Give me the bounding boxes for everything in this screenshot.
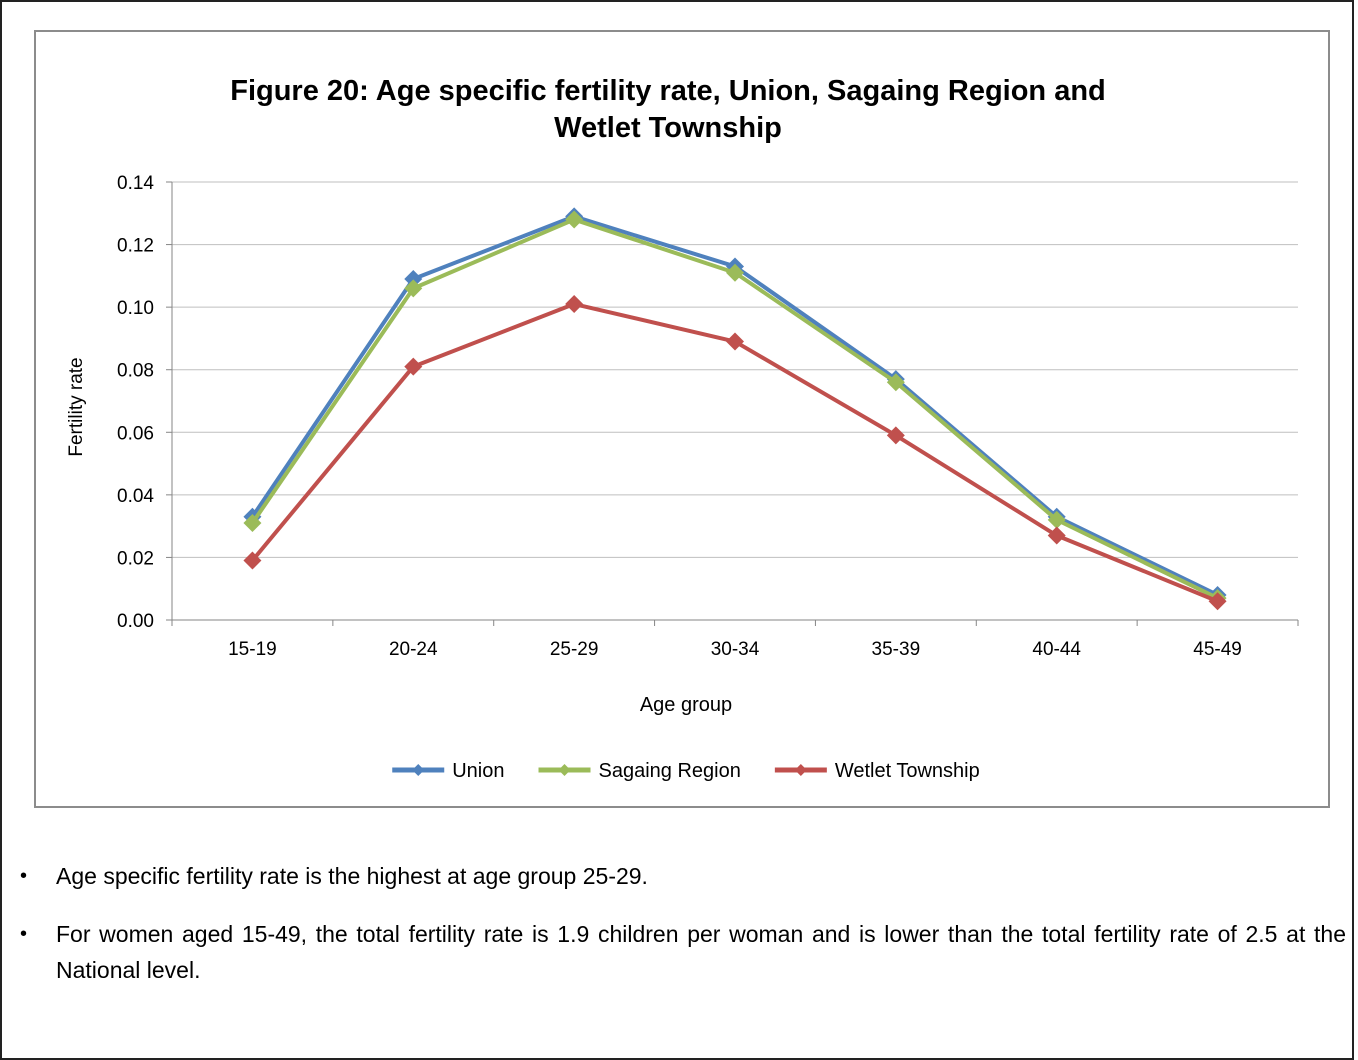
x-tick-label: 45-49 [1193, 639, 1242, 660]
y-tick-label: 0.02 [117, 548, 154, 569]
x-tick-label: 15-19 [228, 639, 277, 660]
bullet-text: For women aged 15-49, the total fertilit… [56, 921, 1346, 983]
legend-marker [558, 764, 571, 776]
y-tick-label: 0.00 [117, 611, 154, 632]
legend: Union Sagaing Region Wetlet Township [392, 760, 980, 782]
data-point [1047, 510, 1066, 529]
y-tick-label: 0.04 [117, 486, 154, 507]
y-tick-label: 0.12 [117, 236, 154, 257]
y-axis-label: Fertility rate [66, 357, 87, 456]
legend-label: Sagaing Region [599, 760, 741, 782]
x-tick-label: 40-44 [1032, 639, 1081, 660]
bullet-item: • Age specific fertility rate is the hig… [20, 858, 1346, 894]
data-point [886, 373, 905, 392]
bullet-symbol: • [20, 923, 28, 945]
gridlines [172, 181, 1298, 558]
data-point [243, 514, 262, 533]
axes: 0.00 0.02 0.04 0.06 0.08 0.10 0.12 0.14 15-19 20-… [117, 173, 1299, 660]
y-tick-label: 0.06 [117, 423, 154, 444]
chart-container: Figure 20: Age specific fertility rate, … [34, 30, 1330, 808]
x-tick-label: 30-34 [711, 639, 760, 660]
data-point [404, 269, 423, 288]
bullet-symbol: • [20, 865, 28, 887]
legend-marker [412, 764, 425, 776]
bullet-text: Age specific fertility rate is the highe… [56, 863, 648, 889]
chart-title: Figure 20: Age specific fertility rate, … [230, 75, 1106, 144]
data-point [1208, 592, 1227, 611]
chart-title-line: Figure 20: Age specific fertility rate, … [230, 75, 1106, 107]
data-point [243, 551, 262, 570]
x-tick-label: 20-24 [389, 639, 438, 660]
x-tick-label: 25-29 [550, 639, 599, 660]
bullet-item: • For women aged 15-49, the total fertil… [20, 916, 1346, 988]
data-point [886, 426, 905, 445]
data-point [726, 263, 744, 282]
bullet-list: • Age specific fertility rate is the hig… [20, 858, 1346, 988]
legend-label: Union [452, 760, 504, 782]
data-point [404, 357, 423, 376]
data-point [1047, 526, 1066, 545]
line-chart: Figure 20: Age specific fertility rate, … [66, 75, 1299, 782]
y-tick-label: 0.08 [117, 361, 154, 382]
data-point [565, 295, 584, 314]
data-point [565, 210, 584, 229]
data-point [726, 332, 744, 351]
legend-label: Wetlet Township [835, 760, 980, 782]
data-point [404, 279, 423, 298]
x-axis-label: Age group [640, 694, 732, 716]
legend-marker [794, 764, 807, 776]
series-lines [243, 207, 1227, 611]
y-tick-label: 0.14 [117, 173, 154, 194]
y-tick-label: 0.10 [117, 298, 154, 319]
chart-title-line: Wetlet Township [554, 112, 782, 144]
x-tick-label: 35-39 [872, 639, 921, 660]
